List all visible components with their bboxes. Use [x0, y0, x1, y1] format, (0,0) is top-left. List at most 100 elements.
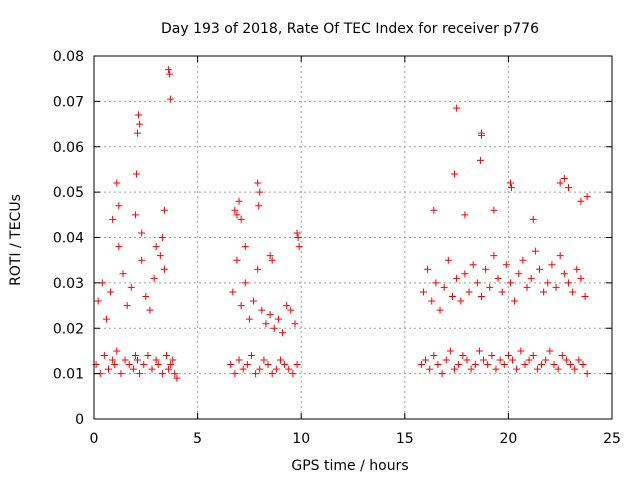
data-point — [239, 365, 247, 373]
data-point — [428, 297, 436, 305]
x-tick-label: 15 — [396, 431, 414, 447]
data-point — [134, 129, 142, 137]
data-point — [169, 356, 177, 364]
data-point — [256, 365, 264, 373]
data-point — [562, 356, 570, 364]
data-point — [496, 356, 504, 364]
data-point — [138, 229, 146, 237]
data-point — [535, 265, 543, 273]
data-point — [473, 279, 481, 287]
data-point — [583, 370, 591, 378]
data-point — [132, 170, 140, 178]
data-point — [484, 361, 492, 369]
data-point — [111, 361, 119, 369]
data-point — [486, 283, 494, 291]
y-tick-label: 0.01 — [53, 367, 84, 383]
data-point — [577, 197, 585, 205]
data-point — [581, 292, 589, 300]
data-point — [107, 288, 115, 296]
data-point — [455, 361, 463, 369]
data-point — [235, 197, 243, 205]
data-point — [138, 256, 146, 264]
x-axis-label: GPS time / hours — [291, 458, 408, 474]
data-point — [471, 361, 479, 369]
data-point — [289, 370, 297, 378]
data-point — [243, 361, 251, 369]
x-tick-label: 5 — [193, 431, 202, 447]
data-point — [125, 361, 133, 369]
data-point — [438, 370, 446, 378]
data-point — [424, 265, 432, 273]
y-tick-label: 0.05 — [53, 185, 84, 201]
data-point — [293, 361, 301, 369]
data-point — [233, 256, 241, 264]
data-point — [540, 288, 548, 296]
data-point — [490, 252, 498, 260]
data-point — [229, 288, 237, 296]
data-point — [465, 288, 473, 296]
data-point — [136, 370, 144, 378]
data-point — [529, 215, 537, 223]
data-point — [235, 356, 243, 364]
data-point — [281, 361, 289, 369]
data-point — [254, 179, 262, 187]
data-point — [117, 370, 125, 378]
data-point — [135, 111, 143, 119]
data-point — [482, 265, 490, 273]
data-point — [569, 288, 577, 296]
data-points — [92, 66, 591, 382]
data-point — [293, 229, 301, 237]
data-point — [542, 356, 550, 364]
data-point — [156, 252, 164, 260]
data-point — [502, 261, 510, 269]
data-point — [136, 120, 144, 128]
data-point — [476, 156, 484, 164]
data-point — [525, 356, 533, 364]
data-point — [109, 356, 117, 364]
data-point — [509, 356, 517, 364]
y-tick-label: 0.08 — [53, 49, 84, 65]
data-point — [255, 202, 263, 210]
y-axis-label: ROTI / TECUs — [8, 194, 24, 286]
data-point — [564, 279, 572, 287]
data-point — [558, 351, 566, 359]
data-point — [287, 306, 295, 314]
data-point — [521, 361, 529, 369]
data-point — [254, 265, 262, 273]
data-point — [268, 370, 276, 378]
data-point — [573, 265, 581, 273]
x-tick-label: 10 — [292, 431, 310, 447]
data-point — [448, 292, 456, 300]
data-point — [453, 274, 461, 282]
data-point — [163, 351, 171, 359]
data-point — [422, 356, 430, 364]
data-point — [109, 215, 117, 223]
data-point — [264, 361, 272, 369]
data-point — [477, 131, 485, 139]
data-point — [459, 351, 467, 359]
data-point — [119, 270, 127, 278]
data-point — [160, 206, 168, 214]
y-tick-label: 0.04 — [53, 231, 84, 247]
data-point — [504, 351, 512, 359]
data-point — [515, 270, 523, 278]
y-tick-label: 0.06 — [53, 140, 84, 156]
data-point — [554, 365, 562, 373]
data-point — [519, 256, 527, 264]
data-point — [262, 320, 270, 328]
data-point — [430, 206, 438, 214]
data-point — [167, 361, 175, 369]
data-point — [94, 297, 102, 305]
data-point — [102, 315, 110, 323]
data-point — [538, 361, 546, 369]
data-point — [550, 361, 558, 369]
data-point — [173, 374, 181, 382]
data-point — [506, 279, 514, 287]
data-point — [100, 351, 108, 359]
data-point — [256, 188, 264, 196]
data-point — [529, 351, 537, 359]
data-point — [237, 215, 245, 223]
grid — [94, 56, 612, 419]
data-point — [575, 356, 583, 364]
